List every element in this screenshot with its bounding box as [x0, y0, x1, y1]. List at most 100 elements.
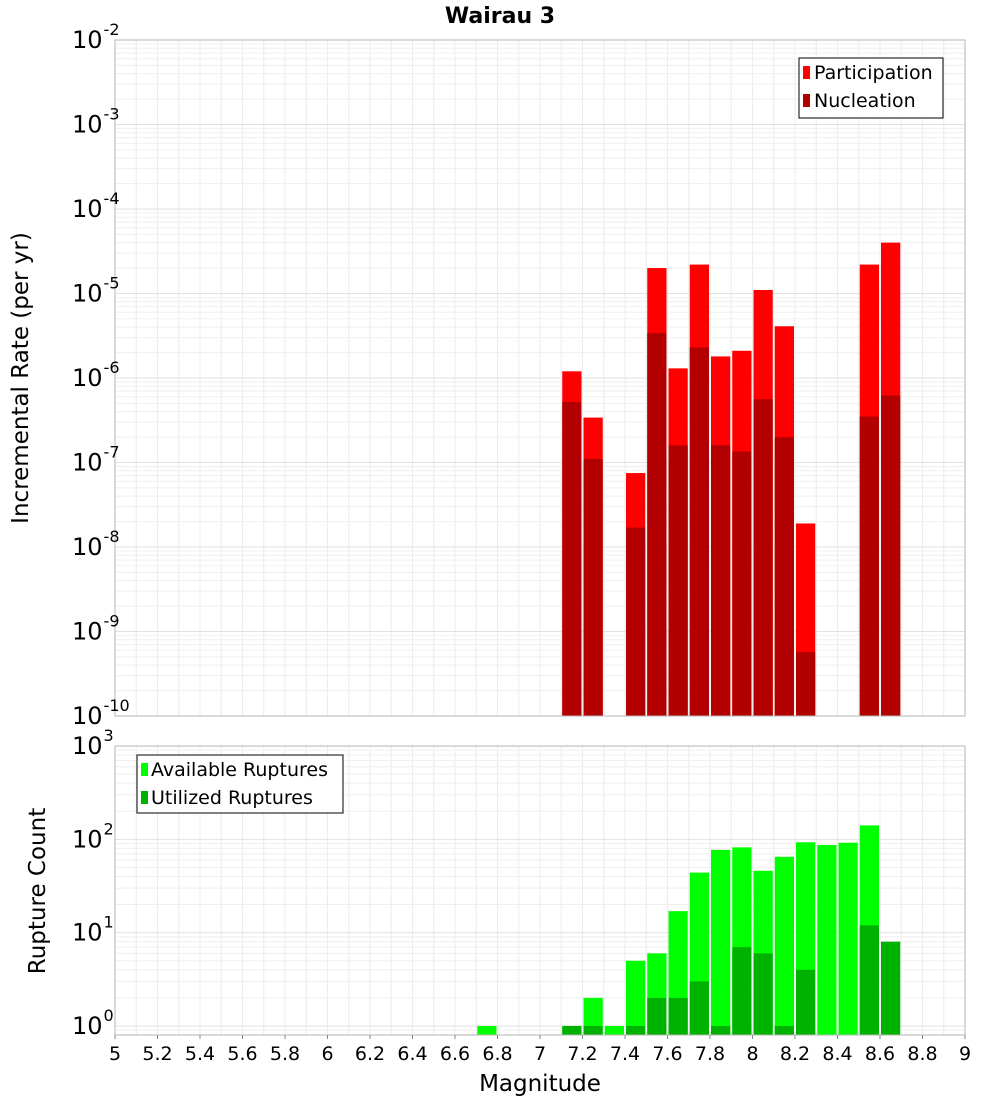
y-tick-label: 10-6 — [72, 358, 120, 392]
y-tick-base: 10 — [72, 280, 103, 308]
y-tick-label: 101 — [72, 913, 114, 947]
y-tick-label: 10-10 — [72, 696, 130, 730]
bar-nucleation-7-95 — [732, 451, 752, 716]
bar-utilized-ruptures-7-25 — [583, 1025, 603, 1035]
x-tick-label: 8.8 — [907, 1043, 937, 1065]
legend-swatch-nucleation — [803, 94, 810, 107]
bar-available-ruptures-7-45 — [626, 960, 646, 1035]
y-tick-label: 10-5 — [72, 274, 120, 308]
x-tick-label: 9 — [959, 1043, 971, 1065]
x-tick-label: 7.6 — [652, 1043, 682, 1065]
bar-utilized-ruptures-8-65 — [881, 941, 901, 1035]
chart-title: Wairau 3 — [445, 4, 555, 29]
bar-utilized-ruptures-8-25 — [796, 969, 816, 1035]
count-y-axis-label: Rupture Count — [25, 808, 51, 974]
x-tick-label: 7.2 — [567, 1043, 597, 1065]
y-tick-base: 10 — [72, 533, 103, 561]
bar-utilized-ruptures-7-55 — [647, 997, 667, 1035]
x-tick-label: 6 — [321, 1043, 333, 1065]
count-legend: Available Ruptures Utilized Ruptures — [136, 754, 344, 814]
bar-nucleation-7-15 — [562, 401, 582, 716]
y-tick-base: 10 — [72, 364, 103, 392]
y-tick-exponent: -2 — [104, 20, 120, 39]
y-tick-exponent: -8 — [104, 527, 120, 546]
x-tick-label: 7.4 — [610, 1043, 640, 1065]
y-tick-exponent: -4 — [104, 189, 120, 208]
y-tick-base: 10 — [72, 702, 103, 730]
y-tick-label: 10-3 — [72, 105, 120, 139]
bar-utilized-ruptures-7-15 — [562, 1025, 582, 1035]
legend-label-participation: Participation — [814, 62, 933, 84]
rate-legend-box — [798, 57, 944, 119]
y-tick-label: 102 — [72, 819, 114, 853]
bar-nucleation-7-25 — [583, 459, 603, 716]
bar-nucleation-7-65 — [668, 445, 688, 716]
rate-panel: 10-210-310-410-510-610-710-810-910-10 Pa… — [8, 4, 966, 730]
legend-swatch-participation — [803, 66, 810, 79]
y-tick-label: 10-9 — [72, 612, 120, 646]
bar-utilized-ruptures-7-75 — [689, 981, 709, 1035]
x-tick-label: 5.8 — [270, 1043, 300, 1065]
legend-label-nucleation: Nucleation — [814, 90, 916, 112]
rate-legend: Participation Nucleation — [798, 57, 944, 119]
y-tick-exponent: -3 — [104, 105, 120, 124]
x-tick-label: 6.4 — [397, 1043, 427, 1065]
bar-available-ruptures-6-75 — [477, 1025, 497, 1035]
magnitude-x-ticks: 5 5.2 5.4 5.6 5.8 6 6.2 6.4 6.6 6.8 7 7.2 7.4 7.6 7.8 8… — [109, 1035, 971, 1065]
x-tick-label: 7 — [534, 1043, 546, 1065]
bar-utilized-ruptures-7-65 — [668, 997, 688, 1035]
bar-utilized-ruptures-8-05 — [753, 953, 773, 1035]
x-tick-label: 8.4 — [822, 1043, 852, 1065]
x-tick-label: 5.6 — [227, 1043, 257, 1065]
y-tick-label: 10-7 — [72, 443, 120, 477]
y-tick-exponent: 1 — [104, 913, 114, 932]
rate-plot-frame — [114, 39, 966, 717]
bar-available-ruptures-7-35 — [604, 1025, 624, 1035]
count-legend-box — [136, 754, 344, 814]
bar-nucleation-7-45 — [626, 527, 646, 716]
y-tick-label: 103 — [72, 726, 114, 760]
x-tick-label: 7.8 — [695, 1043, 725, 1065]
y-tick-label: 100 — [72, 1006, 114, 1040]
bar-available-ruptures-8-15 — [774, 856, 794, 1035]
x-tick-label: 8.2 — [780, 1043, 810, 1065]
y-tick-exponent: -7 — [104, 443, 120, 462]
y-tick-exponent: -5 — [104, 274, 120, 293]
rate-y-axis-label: Incremental Rate (per yr) — [8, 232, 34, 524]
rate-y-ticks: 10-210-310-410-510-610-710-810-910-10 — [72, 20, 130, 730]
x-tick-label: 6.8 — [482, 1043, 512, 1065]
y-tick-base: 10 — [72, 825, 103, 853]
bar-nucleation-8-65 — [881, 395, 901, 716]
bar-utilized-ruptures-8-55 — [859, 925, 879, 1035]
bar-utilized-ruptures-8-15 — [774, 1025, 794, 1035]
legend-label-available-ruptures: Available Ruptures — [151, 759, 328, 781]
x-tick-label: 6.6 — [440, 1043, 470, 1065]
rate-grid — [114, 39, 966, 717]
legend-swatch-utilized-ruptures — [141, 791, 148, 804]
bar-nucleation-8-25 — [796, 652, 816, 716]
bar-utilized-ruptures-7-45 — [626, 1025, 646, 1035]
y-tick-exponent: -9 — [104, 612, 120, 631]
y-tick-base: 10 — [72, 919, 103, 947]
y-tick-base: 10 — [72, 449, 103, 477]
x-tick-label: 5.2 — [142, 1043, 172, 1065]
y-tick-exponent: -10 — [104, 696, 130, 715]
bar-available-ruptures-7-25 — [583, 997, 603, 1035]
bar-utilized-ruptures-7-85 — [711, 1025, 731, 1035]
bar-utilized-ruptures-7-95 — [732, 947, 752, 1035]
bar-available-ruptures-8-45 — [838, 842, 858, 1035]
x-tick-label: 8 — [746, 1043, 758, 1065]
magnitude-x-axis-label: Magnitude — [479, 1071, 601, 1097]
y-tick-base: 10 — [72, 1012, 103, 1040]
y-tick-base: 10 — [72, 26, 103, 54]
count-bars — [477, 825, 901, 1035]
legend-label-utilized-ruptures: Utilized Ruptures — [151, 787, 313, 809]
y-tick-base: 10 — [72, 111, 103, 139]
y-tick-label: 10-8 — [72, 527, 120, 561]
y-tick-label: 10-2 — [72, 20, 120, 54]
bar-nucleation-8-55 — [859, 416, 879, 716]
